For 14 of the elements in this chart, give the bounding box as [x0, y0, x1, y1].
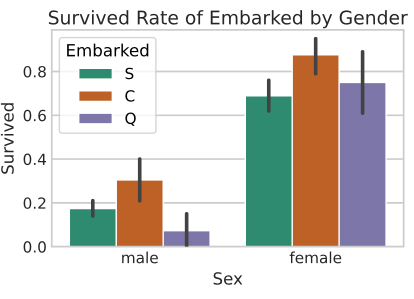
- y-tick-label: 0.2: [24, 197, 46, 209]
- legend-label: Q: [125, 112, 136, 126]
- x-tick-label: female: [290, 252, 342, 264]
- legend-label: S: [126, 68, 134, 80]
- y-tick-label: 0.6: [24, 110, 46, 122]
- y-tick-label: 0.8: [24, 66, 46, 78]
- y-axis-title: Survived: [0, 103, 14, 174]
- x-tick-label: male: [122, 252, 158, 264]
- legend-title: Embarked: [67, 44, 148, 57]
- x-axis-title: Sex: [214, 272, 242, 285]
- y-tick-label: 0.4: [24, 154, 46, 166]
- legend-label: C: [125, 90, 134, 102]
- y-tick-label: 0.0: [24, 241, 46, 253]
- chart-title: Survived Rate of Embarked by Gender: [48, 10, 408, 28]
